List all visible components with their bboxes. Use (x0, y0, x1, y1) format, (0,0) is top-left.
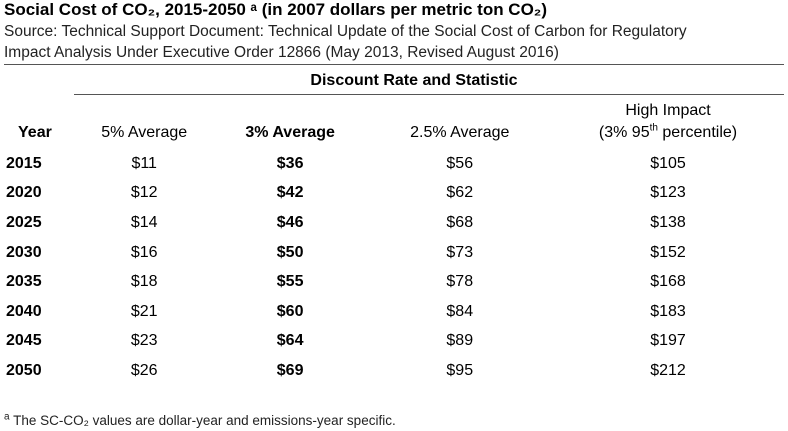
cell-avg5: $16 (130, 243, 158, 261)
top-rule (4, 64, 784, 65)
cell-avg3: $36 (276, 154, 304, 172)
table-row: 2015 $11 $36 $56 $105 (0, 149, 788, 179)
cell-year: 2050 (6, 361, 42, 379)
footnote-marker: a (4, 411, 10, 423)
table-row: 2020 $12 $42 $62 $123 (0, 179, 788, 209)
cell-avg5: $23 (130, 332, 158, 350)
cell-avg3: $64 (276, 332, 304, 350)
header-year: Year (18, 124, 52, 141)
discount-rate-group-header: Discount Rate and Statistic (310, 72, 518, 89)
header-high-impact-sup: th (649, 122, 658, 134)
cell-high: $152 (650, 243, 686, 261)
footnote: a The SC-CO₂ values are dollar-year and … (4, 412, 396, 430)
cell-high: $212 (650, 361, 686, 379)
cell-year: 2040 (6, 302, 42, 320)
cell-year: 2045 (6, 332, 42, 350)
table-row: 2035 $18 $55 $78 $168 (0, 267, 788, 297)
cell-avg3: $69 (276, 361, 304, 379)
header-high-impact-line1: High Impact (625, 102, 711, 119)
cell-avg25: $73 (446, 243, 474, 261)
cell-year: 2025 (6, 213, 42, 231)
cell-avg3: $46 (276, 213, 304, 231)
cell-high: $138 (650, 213, 686, 231)
cell-year: 2030 (6, 243, 42, 261)
cell-avg25: $62 (446, 184, 474, 202)
cell-avg5: $18 (130, 273, 158, 291)
header-high-impact-suffix: percentile) (657, 124, 738, 141)
table-title: Social Cost of CO₂, 2015-2050 ᵃ (in 2007… (4, 0, 548, 19)
social-cost-table: Year 5% Average 3% Average 2.5% Average … (0, 100, 788, 386)
cell-avg3: $55 (276, 273, 304, 291)
cell-avg5: $12 (130, 184, 158, 202)
cell-high: $123 (650, 184, 686, 202)
cell-avg25: $56 (446, 154, 474, 172)
cell-avg3: $42 (276, 184, 304, 202)
header-2-5-percent-average: 2.5% Average (410, 124, 510, 141)
cell-year: 2015 (6, 154, 42, 172)
header-5-percent-average: 5% Average (101, 124, 188, 141)
cell-year: 2020 (6, 184, 42, 202)
cell-avg5: $21 (130, 302, 158, 320)
cell-avg5: $14 (130, 213, 158, 231)
table-row: 2040 $21 $60 $84 $183 (0, 297, 788, 327)
table-row: 2025 $14 $46 $68 $138 (0, 208, 788, 238)
source-line-2: Impact Analysis Under Executive Order 12… (4, 44, 559, 61)
cell-high: $105 (650, 154, 686, 172)
cell-avg5: $11 (131, 154, 157, 172)
cell-avg25: $78 (446, 273, 474, 291)
header-3-percent-average: 3% Average (245, 124, 335, 141)
cell-avg25: $95 (446, 361, 474, 379)
group-rule (74, 94, 784, 95)
source-line-1: Source: Technical Support Document: Tech… (4, 23, 687, 40)
footnote-text: The SC-CO₂ values are dollar-year and em… (9, 413, 396, 428)
cell-high: $168 (650, 273, 686, 291)
cell-avg5: $26 (130, 361, 158, 379)
source-citation: Source: Technical Support Document: Tech… (4, 21, 764, 63)
table-row: 2030 $16 $50 $73 $152 (0, 238, 788, 268)
header-high-impact-line2: (3% 95th percentile) (548, 122, 788, 144)
table-row: 2045 $23 $64 $89 $197 (0, 327, 788, 357)
cell-year: 2035 (6, 273, 42, 291)
cell-avg3: $50 (276, 243, 304, 261)
cell-avg25: $89 (446, 332, 474, 350)
cell-avg3: $60 (276, 302, 304, 320)
header-high-impact-prefix: (3% 95 (598, 124, 650, 141)
cell-avg25: $84 (446, 302, 474, 320)
cell-high: $183 (650, 302, 686, 320)
header-high-impact: High Impact (3% 95th percentile) (548, 100, 788, 149)
cell-high: $197 (650, 332, 686, 350)
cell-avg25: $68 (446, 213, 474, 231)
table-row: 2050 $26 $69 $95 $212 (0, 356, 788, 386)
table-body: 2015 $11 $36 $56 $105 2020 $12 $42 $62 $123 2025 $1… (0, 149, 788, 386)
header-row: Year 5% Average 3% Average 2.5% Average … (0, 100, 788, 149)
